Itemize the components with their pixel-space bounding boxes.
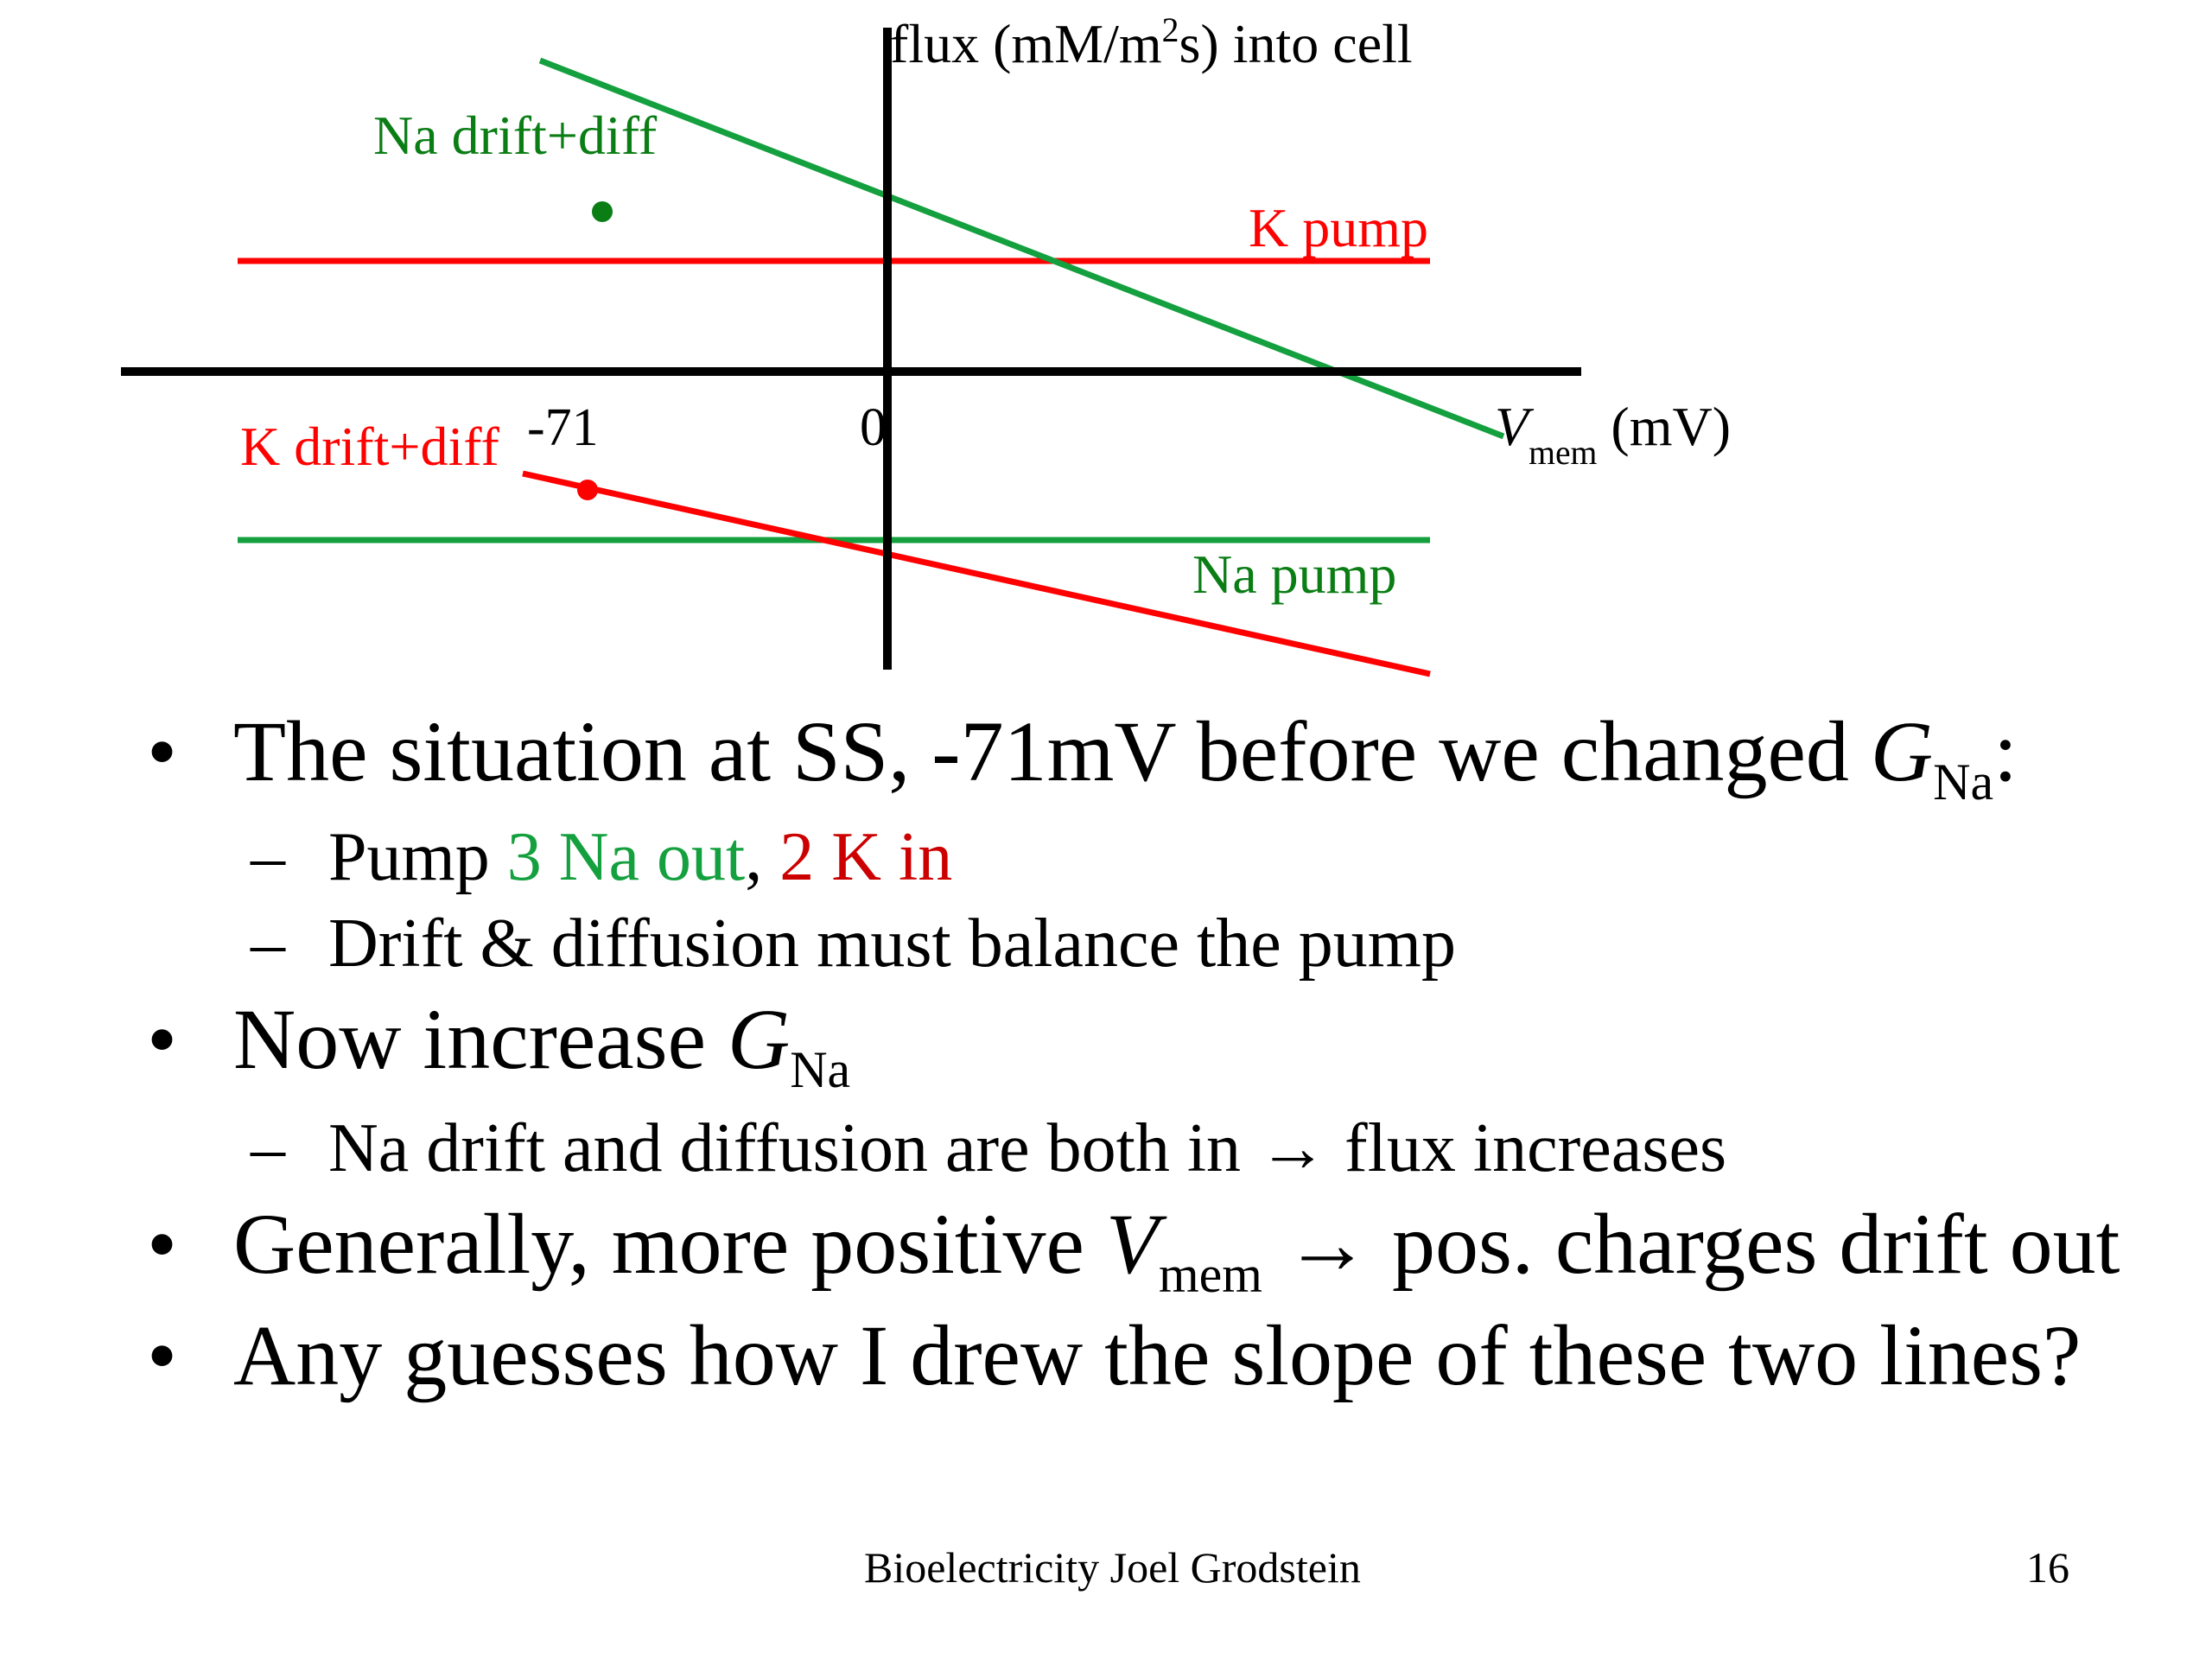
tick-label-neg71: -71 bbox=[527, 398, 599, 457]
k-operating-point bbox=[577, 480, 598, 500]
x-axis-label: Vmem (mV) bbox=[1495, 396, 1731, 472]
k-pump-label: K pump bbox=[1249, 197, 1428, 258]
bullet-2: Now increase GNa bbox=[147, 992, 2195, 1099]
bullet-3: Generally, more positive Vmem → pos. cha… bbox=[147, 1197, 2195, 1304]
bullet-1-sub-1: Pump 3 Na out, 2 K in bbox=[147, 814, 2195, 900]
flux-diagram: flux (mM/m2s) into cell Vmem (mV) -71 0 … bbox=[121, 11, 1731, 677]
bullet-4: Any guesses how I drew the slope of thes… bbox=[147, 1308, 2195, 1404]
y-axis-label: flux (mM/m2s) into cell bbox=[890, 11, 1413, 74]
footer-title: Bioelectricity Joel Grodstein bbox=[864, 1543, 1361, 1592]
bullet-list: The situation at SS, -71mV before we cha… bbox=[147, 704, 2195, 1404]
bullet-1-sub-2: Drift & diffusion must balance the pump bbox=[147, 900, 2195, 987]
na-operating-point bbox=[592, 201, 613, 222]
na-pump-label: Na pump bbox=[1192, 543, 1396, 605]
bullet-2-sub-1: Na drift and diffusion are both in → flu… bbox=[147, 1105, 2195, 1192]
tick-label-zero: 0 bbox=[860, 398, 887, 457]
k-drift-line bbox=[522, 470, 1431, 677]
page-number: 16 bbox=[2026, 1543, 2069, 1592]
k-drift-label: K drift+diff bbox=[240, 416, 499, 477]
na-drift-label: Na drift+diff bbox=[373, 105, 658, 166]
bullet-1: The situation at SS, -71mV before we cha… bbox=[147, 704, 2195, 811]
